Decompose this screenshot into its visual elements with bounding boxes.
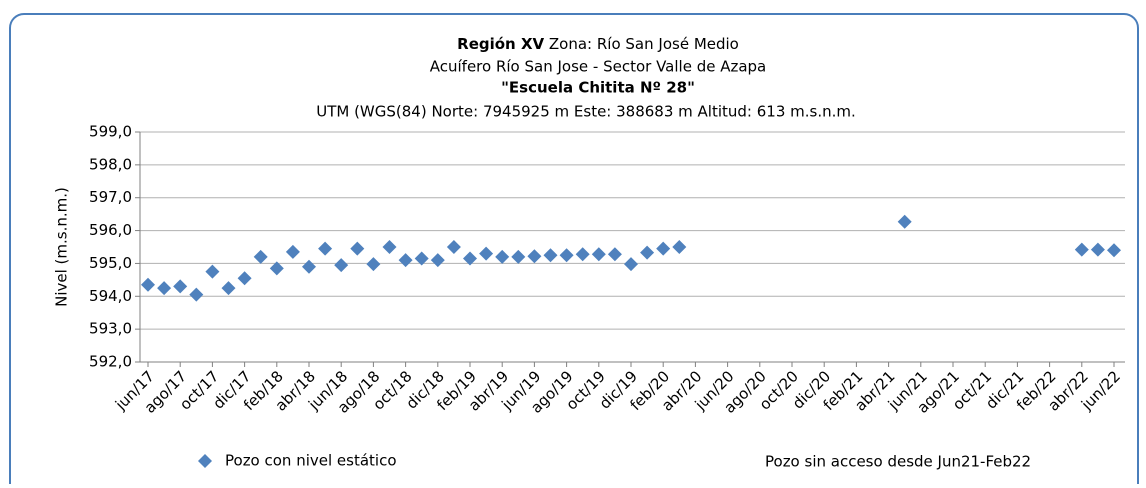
- frame: [9, 13, 1139, 488]
- data-point: [656, 241, 671, 256]
- data-point: [511, 249, 526, 264]
- data-point: [253, 249, 268, 264]
- legend-label: Pozo con nivel estático: [225, 452, 397, 470]
- data-point: [237, 271, 252, 286]
- y-tick-label: 596,0: [89, 221, 132, 239]
- data-point: [1090, 242, 1105, 257]
- data-point: [157, 281, 172, 296]
- data-point: [640, 245, 655, 260]
- data-point: [543, 248, 558, 263]
- y-tick-label: 594,0: [89, 287, 132, 305]
- data-point: [318, 241, 333, 256]
- data-point: [495, 249, 510, 264]
- data-point: [446, 240, 461, 254]
- annotation: Pozo sin acceso desde Jun21-Feb22: [765, 453, 1031, 471]
- data-point: [350, 241, 365, 256]
- data-point: [463, 251, 477, 266]
- data-point: [205, 264, 220, 279]
- data-point: [141, 277, 155, 292]
- data-point: [366, 257, 381, 272]
- data-point: [575, 247, 590, 262]
- data-point: [591, 247, 606, 262]
- data-point: [672, 240, 687, 254]
- data-point: [897, 214, 912, 229]
- data-point: [527, 249, 542, 264]
- station-name: "Escuela Chitita Nº 28": [501, 79, 695, 97]
- y-tick-label: 598,0: [89, 155, 132, 173]
- data-point: [430, 253, 445, 268]
- data-point: [398, 253, 413, 268]
- y-tick-label: 599,0: [89, 123, 132, 141]
- data-point: [285, 244, 300, 259]
- y-tick-label: 593,0: [89, 320, 132, 338]
- coordinates: UTM (WGS(84) Norte: 7945925 m Este: 3886…: [316, 103, 856, 121]
- y-tick-label: 597,0: [89, 188, 132, 206]
- y-axis-label: Nivel (m.s.n.m.): [53, 187, 71, 307]
- title-bold: Región XV: [457, 35, 544, 53]
- data-point: [269, 261, 284, 276]
- data-point: [559, 248, 574, 263]
- data-point: [189, 287, 204, 302]
- data-point: [302, 259, 316, 274]
- data-point: [414, 251, 429, 266]
- data-point: [382, 240, 397, 254]
- data-point: [479, 246, 494, 261]
- chart-title: Región XV Zona: Río San José Medio: [457, 35, 739, 53]
- data-point: [221, 281, 236, 296]
- data-point: [1074, 242, 1089, 257]
- legend-marker: [198, 454, 212, 468]
- data-point: [607, 247, 622, 262]
- data-point: [1107, 243, 1121, 258]
- data-point: [173, 279, 188, 294]
- y-tick-label: 595,0: [89, 254, 132, 272]
- chart-subtitle: Acuífero Río San Jose - Sector Valle de …: [430, 58, 767, 76]
- y-tick-label: 592,0: [89, 353, 132, 371]
- data-point: [624, 257, 638, 272]
- title-rest: Zona: Río San José Medio: [549, 35, 739, 53]
- data-point: [334, 258, 349, 273]
